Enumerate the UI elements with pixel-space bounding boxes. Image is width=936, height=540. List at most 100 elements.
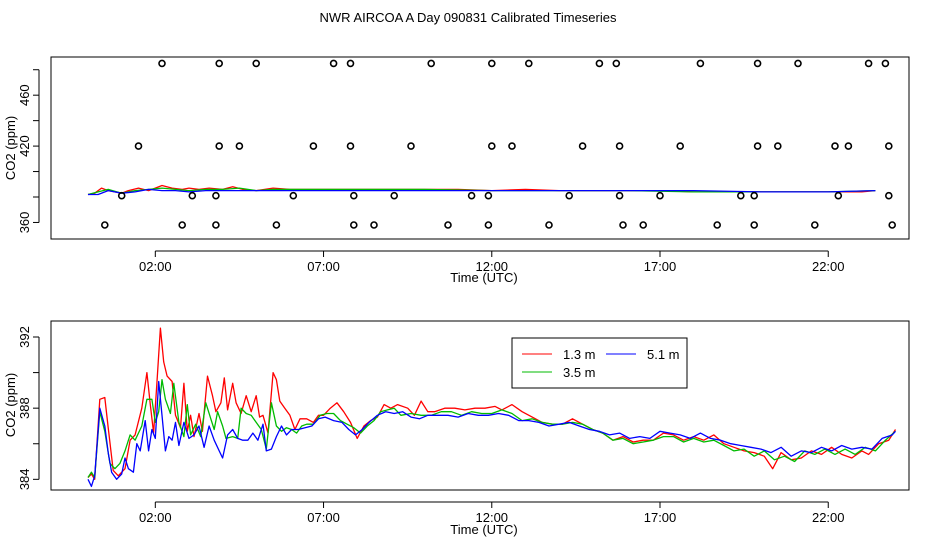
top-point bbox=[545, 221, 553, 229]
bottom-plot-frame bbox=[50, 320, 910, 491]
top-point bbox=[753, 142, 762, 150]
series-line-3-5-m bbox=[87, 379, 896, 479]
top-point bbox=[370, 221, 378, 229]
top-point bbox=[346, 59, 355, 68]
top-point bbox=[188, 191, 197, 200]
top-y-tick-label: 420 bbox=[17, 135, 32, 157]
bottom-x-tick-label: 12:00 bbox=[476, 510, 509, 525]
top-panel: 02:00 07:00 12:00 17:00 22:00 360 420 460 Time… bbox=[3, 56, 910, 285]
top-point bbox=[619, 221, 627, 229]
top-point bbox=[444, 221, 452, 229]
top-point bbox=[773, 142, 782, 150]
top-point bbox=[884, 142, 893, 150]
top-x-tick-label: 22:00 bbox=[812, 259, 845, 274]
top-point bbox=[212, 221, 220, 229]
bottom-y-axis-label: CO2 (ppm) bbox=[3, 373, 18, 437]
top-point bbox=[134, 142, 143, 150]
top-point bbox=[235, 142, 244, 150]
legend: 1.3 m 5.1 m 3.5 m bbox=[511, 337, 688, 389]
bottom-y-tick-label: 388 bbox=[17, 397, 32, 419]
top-point bbox=[215, 59, 223, 68]
top-point bbox=[713, 221, 722, 229]
top-point bbox=[329, 59, 338, 68]
top-point bbox=[289, 191, 298, 200]
top-point bbox=[524, 59, 533, 68]
top-point bbox=[101, 221, 109, 229]
top-point bbox=[696, 59, 705, 68]
top-x-axis-label: Time (UTC) bbox=[450, 270, 517, 285]
top-point bbox=[884, 191, 893, 200]
bottom-y-tick-label: 392 bbox=[17, 326, 32, 348]
top-x-tick-label: 17:00 bbox=[644, 259, 677, 274]
top-point bbox=[215, 142, 223, 150]
top-y-axis-label: CO2 (ppm) bbox=[3, 116, 18, 180]
top-point bbox=[212, 191, 220, 200]
top-point bbox=[349, 221, 358, 229]
figure-title: NWR AIRCOA A Day 090831 Calibrated Times… bbox=[320, 10, 617, 25]
top-point bbox=[750, 221, 759, 229]
legend-label-5-1m: 5.1 m bbox=[647, 347, 680, 362]
top-point bbox=[831, 142, 839, 150]
top-point bbox=[888, 221, 897, 229]
top-point bbox=[178, 221, 186, 229]
top-point bbox=[736, 191, 745, 200]
top-point bbox=[484, 191, 493, 200]
top-point bbox=[639, 221, 648, 229]
top-point bbox=[467, 191, 476, 200]
top-point bbox=[508, 142, 516, 150]
bottom-y-axis: 384 388 392 bbox=[17, 326, 40, 490]
legend-label-1-3m: 1.3 m bbox=[563, 347, 596, 362]
top-x-axis: 02:00 07:00 12:00 17:00 22:00 bbox=[139, 250, 845, 274]
top-y-tick-label: 360 bbox=[17, 212, 32, 234]
top-x-tick-label: 12:00 bbox=[476, 259, 509, 274]
bottom-x-tick-label: 17:00 bbox=[644, 510, 677, 525]
legend-label-3-5m: 3.5 m bbox=[563, 365, 596, 380]
top-point bbox=[349, 191, 358, 200]
bottom-x-axis: 02:00 07:00 12:00 17:00 22:00 bbox=[139, 501, 845, 525]
top-point bbox=[615, 142, 624, 150]
top-point bbox=[834, 191, 843, 200]
top-point bbox=[578, 142, 587, 150]
bottom-x-tick-label: 07:00 bbox=[307, 510, 340, 525]
top-x-tick-label: 07:00 bbox=[307, 259, 340, 274]
top-point bbox=[750, 191, 759, 200]
legend-box bbox=[511, 337, 688, 389]
top-point bbox=[656, 191, 664, 200]
top-x-tick-label: 02:00 bbox=[139, 259, 172, 274]
top-point bbox=[407, 142, 415, 150]
top-point bbox=[565, 191, 574, 200]
top-point bbox=[487, 59, 496, 68]
series-line-5-1-m bbox=[87, 380, 896, 488]
bottom-panel: 02:00 07:00 12:00 17:00 22:00 384 388 392 Time… bbox=[3, 320, 910, 537]
top-point bbox=[484, 221, 493, 229]
bottom-x-axis-label: Time (UTC) bbox=[450, 522, 517, 537]
top-point bbox=[676, 142, 685, 150]
series-line-1-3-m bbox=[87, 327, 897, 480]
top-series-line-2 bbox=[88, 188, 876, 196]
top-point bbox=[390, 191, 399, 200]
top-point bbox=[615, 191, 624, 200]
bottom-y-tick-label: 384 bbox=[17, 468, 32, 490]
top-point bbox=[309, 142, 318, 150]
top-point bbox=[252, 59, 261, 68]
top-point bbox=[810, 221, 819, 229]
top-point bbox=[272, 221, 281, 229]
top-point bbox=[158, 59, 166, 68]
bottom-series-lines bbox=[87, 327, 897, 488]
top-y-axis: 360 420 460 bbox=[17, 69, 40, 234]
top-point bbox=[427, 59, 436, 68]
top-point bbox=[346, 142, 355, 150]
top-point bbox=[595, 59, 604, 68]
bottom-x-tick-label: 02:00 bbox=[139, 510, 172, 525]
top-point bbox=[612, 59, 621, 68]
top-point bbox=[864, 59, 873, 68]
top-point bbox=[881, 59, 890, 68]
top-point bbox=[487, 142, 496, 150]
top-point bbox=[753, 59, 762, 68]
top-point bbox=[844, 142, 853, 150]
top-point bbox=[794, 59, 802, 68]
top-series-lines bbox=[87, 184, 876, 196]
bottom-x-tick-label: 22:00 bbox=[812, 510, 845, 525]
top-point bbox=[117, 191, 126, 200]
